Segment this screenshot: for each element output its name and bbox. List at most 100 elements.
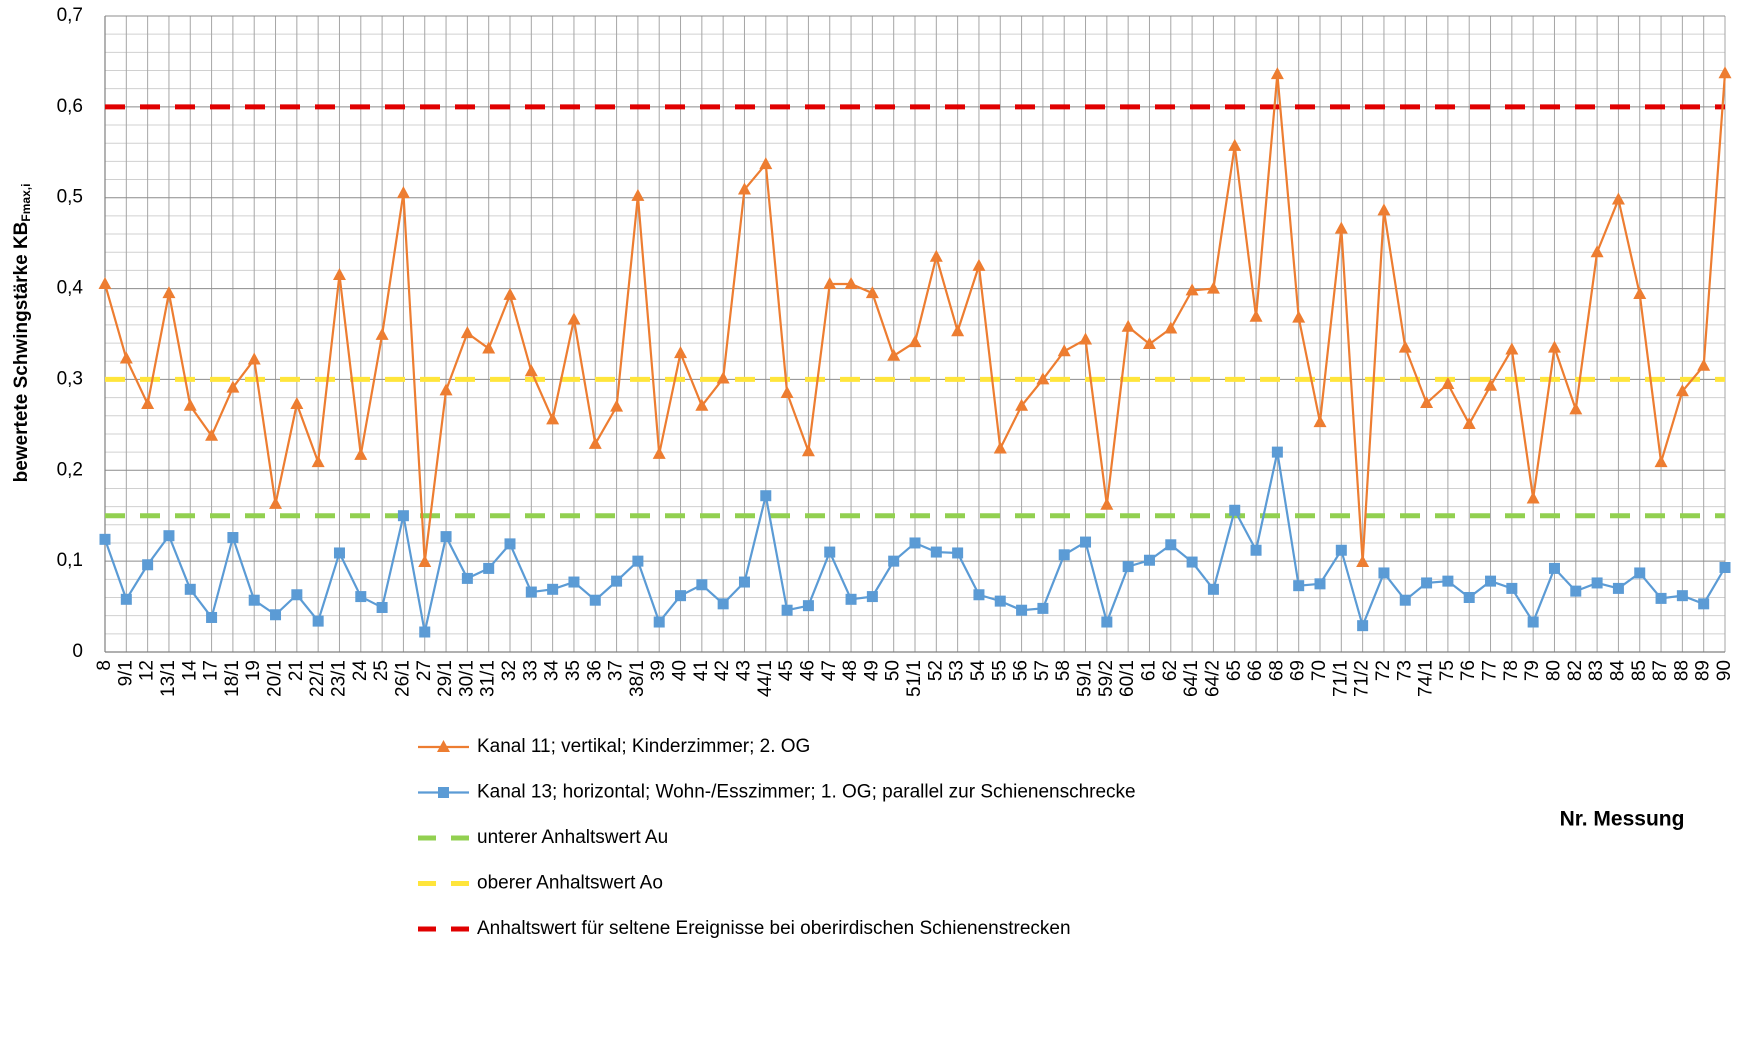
marker <box>780 386 794 399</box>
marker <box>312 615 324 627</box>
x-tick-label: 73 <box>1394 660 1415 681</box>
marker <box>845 593 857 605</box>
x-tick-label: 8 <box>94 660 115 671</box>
marker <box>247 352 261 365</box>
x-tick-label: 69 <box>1288 660 1309 681</box>
x-tick-label: 34 <box>542 660 563 682</box>
y-axis-label-main: bewertete Schwingstärke KB <box>11 222 32 483</box>
marker <box>1057 344 1071 357</box>
x-tick-label: 32 <box>499 660 520 681</box>
marker <box>993 441 1007 454</box>
marker <box>291 589 303 601</box>
marker <box>206 611 218 623</box>
x-tick-label: 47 <box>819 660 840 681</box>
marker <box>1634 567 1646 579</box>
marker <box>1122 561 1134 573</box>
marker <box>568 576 580 588</box>
marker <box>908 335 922 348</box>
marker <box>1036 372 1050 385</box>
marker <box>865 286 879 299</box>
marker <box>1441 376 1455 389</box>
marker <box>1292 310 1306 323</box>
x-tick-label: 77 <box>1480 660 1501 681</box>
marker <box>824 546 836 558</box>
marker <box>1676 590 1688 602</box>
marker <box>503 287 517 300</box>
x-tick-label: 71/1 <box>1330 660 1351 697</box>
x-tick-label: 52 <box>925 660 946 681</box>
marker <box>461 572 473 584</box>
x-tick-label: 53 <box>947 660 968 681</box>
x-tick-label: 43 <box>733 660 754 681</box>
x-axis-label: Nr. Messung <box>1560 808 1685 831</box>
x-tick-label: 88 <box>1671 660 1692 681</box>
marker <box>1207 583 1219 595</box>
x-tick-label: 23/1 <box>328 660 349 697</box>
marker <box>1079 332 1093 345</box>
marker <box>439 383 453 396</box>
x-tick-label: 50 <box>883 660 904 681</box>
marker <box>1462 416 1476 429</box>
x-tick-label: 84 <box>1607 660 1628 682</box>
marker <box>355 591 367 603</box>
marker <box>1377 203 1391 216</box>
marker <box>1612 582 1624 594</box>
marker <box>929 249 943 262</box>
marker <box>1142 336 1156 349</box>
x-tick-label: 62 <box>1160 660 1181 681</box>
marker <box>1058 549 1070 561</box>
marker <box>611 575 623 587</box>
x-tick-label: 33 <box>520 660 541 681</box>
marker <box>738 576 750 588</box>
y-axis-label: bewertete Schwingstärke KBFmax,i <box>11 184 33 483</box>
marker <box>994 595 1006 607</box>
x-tick-label: 18/1 <box>222 660 243 697</box>
marker <box>887 348 901 361</box>
marker <box>354 447 368 460</box>
marker <box>184 583 196 595</box>
x-tick-label: 65 <box>1224 660 1245 681</box>
x-tick-label: 54 <box>968 660 989 682</box>
marker <box>119 351 133 364</box>
x-tick-label: 35 <box>563 660 584 681</box>
marker <box>376 601 388 613</box>
marker <box>888 555 900 567</box>
x-tick-label: 48 <box>840 660 861 681</box>
marker <box>674 346 688 359</box>
marker <box>1718 66 1732 79</box>
marker <box>588 436 602 449</box>
marker <box>1547 340 1561 353</box>
marker <box>652 446 666 459</box>
marker <box>695 398 709 411</box>
y-tick-label: 0,3 <box>57 368 83 389</box>
marker <box>99 533 111 545</box>
x-tick-label: 85 <box>1629 660 1650 681</box>
x-tick-label: 68 <box>1266 660 1287 681</box>
marker <box>1313 415 1327 428</box>
marker <box>675 590 687 602</box>
marker <box>1357 620 1369 632</box>
marker <box>1121 319 1135 332</box>
x-tick-label: 51/1 <box>904 660 925 697</box>
x-tick-label: 75 <box>1437 660 1458 681</box>
marker <box>162 286 176 299</box>
marker <box>716 371 730 384</box>
marker <box>482 341 496 354</box>
marker <box>1698 598 1710 610</box>
x-tick-label: 70 <box>1309 660 1330 681</box>
x-tick-label: 31/1 <box>478 660 499 697</box>
marker <box>1633 287 1647 300</box>
marker <box>1016 604 1028 616</box>
x-tick-label: 14 <box>179 660 200 682</box>
marker <box>1654 455 1668 468</box>
x-tick-label: 20/1 <box>265 660 286 697</box>
x-tick-label: 58 <box>1053 660 1074 681</box>
marker <box>227 532 239 544</box>
x-tick-label: 37 <box>606 660 627 681</box>
x-tick-label: 36 <box>584 660 605 681</box>
marker <box>1505 342 1519 355</box>
y-tick-label: 0,5 <box>57 187 83 208</box>
marker <box>802 600 814 612</box>
marker <box>1080 536 1092 548</box>
legend-marker <box>437 740 450 752</box>
